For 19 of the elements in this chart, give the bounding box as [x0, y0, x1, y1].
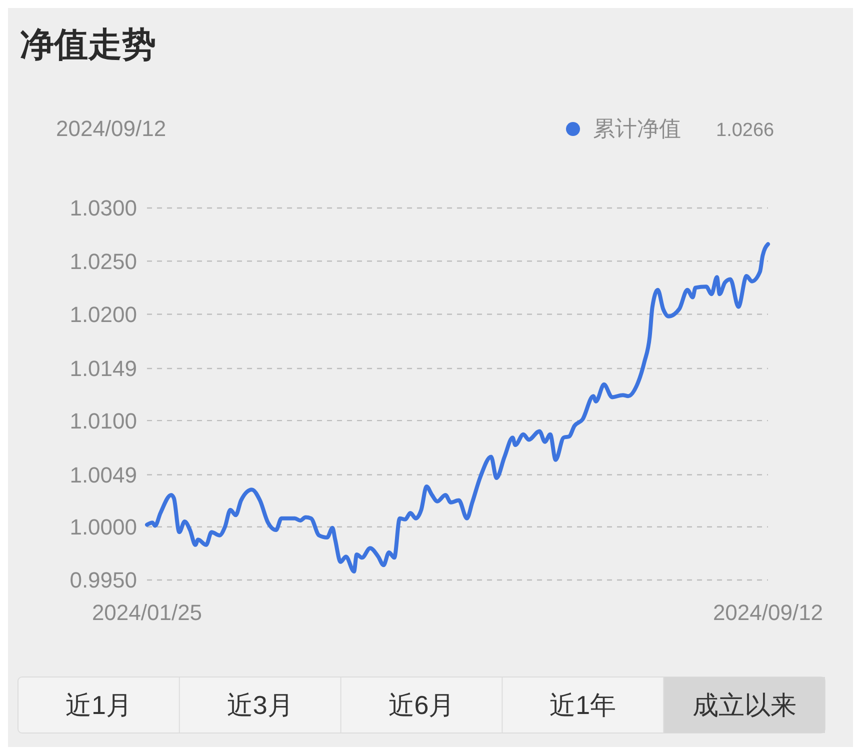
line-series [145, 242, 770, 574]
x-tick-label: 2024/01/25 [92, 600, 202, 625]
text: 1.0266 [716, 120, 774, 141]
legend-label: 累计净值 [593, 116, 681, 141]
y-tick-label: 1.0200 [70, 302, 137, 327]
text: 2024/09/12 [56, 116, 166, 141]
y-tick-label: 0.9950 [70, 568, 137, 593]
y-tick-label: 1.0300 [70, 196, 137, 221]
text: 近3月 [226, 690, 294, 720]
text: 近1年 [550, 690, 616, 720]
text: 近6月 [388, 690, 455, 720]
chart-title: 净值走势 [20, 26, 156, 64]
y-tick-label: 1.0000 [70, 514, 137, 540]
y-tick-label: 1.0149 [70, 356, 137, 382]
y-tick-label: 1.0049 [70, 462, 137, 488]
text: 成立以来 [692, 690, 796, 720]
y-tick-label: 1.0250 [70, 248, 137, 274]
text: 近1月 [65, 690, 132, 720]
y-tick-label: 1.0100 [70, 408, 137, 434]
